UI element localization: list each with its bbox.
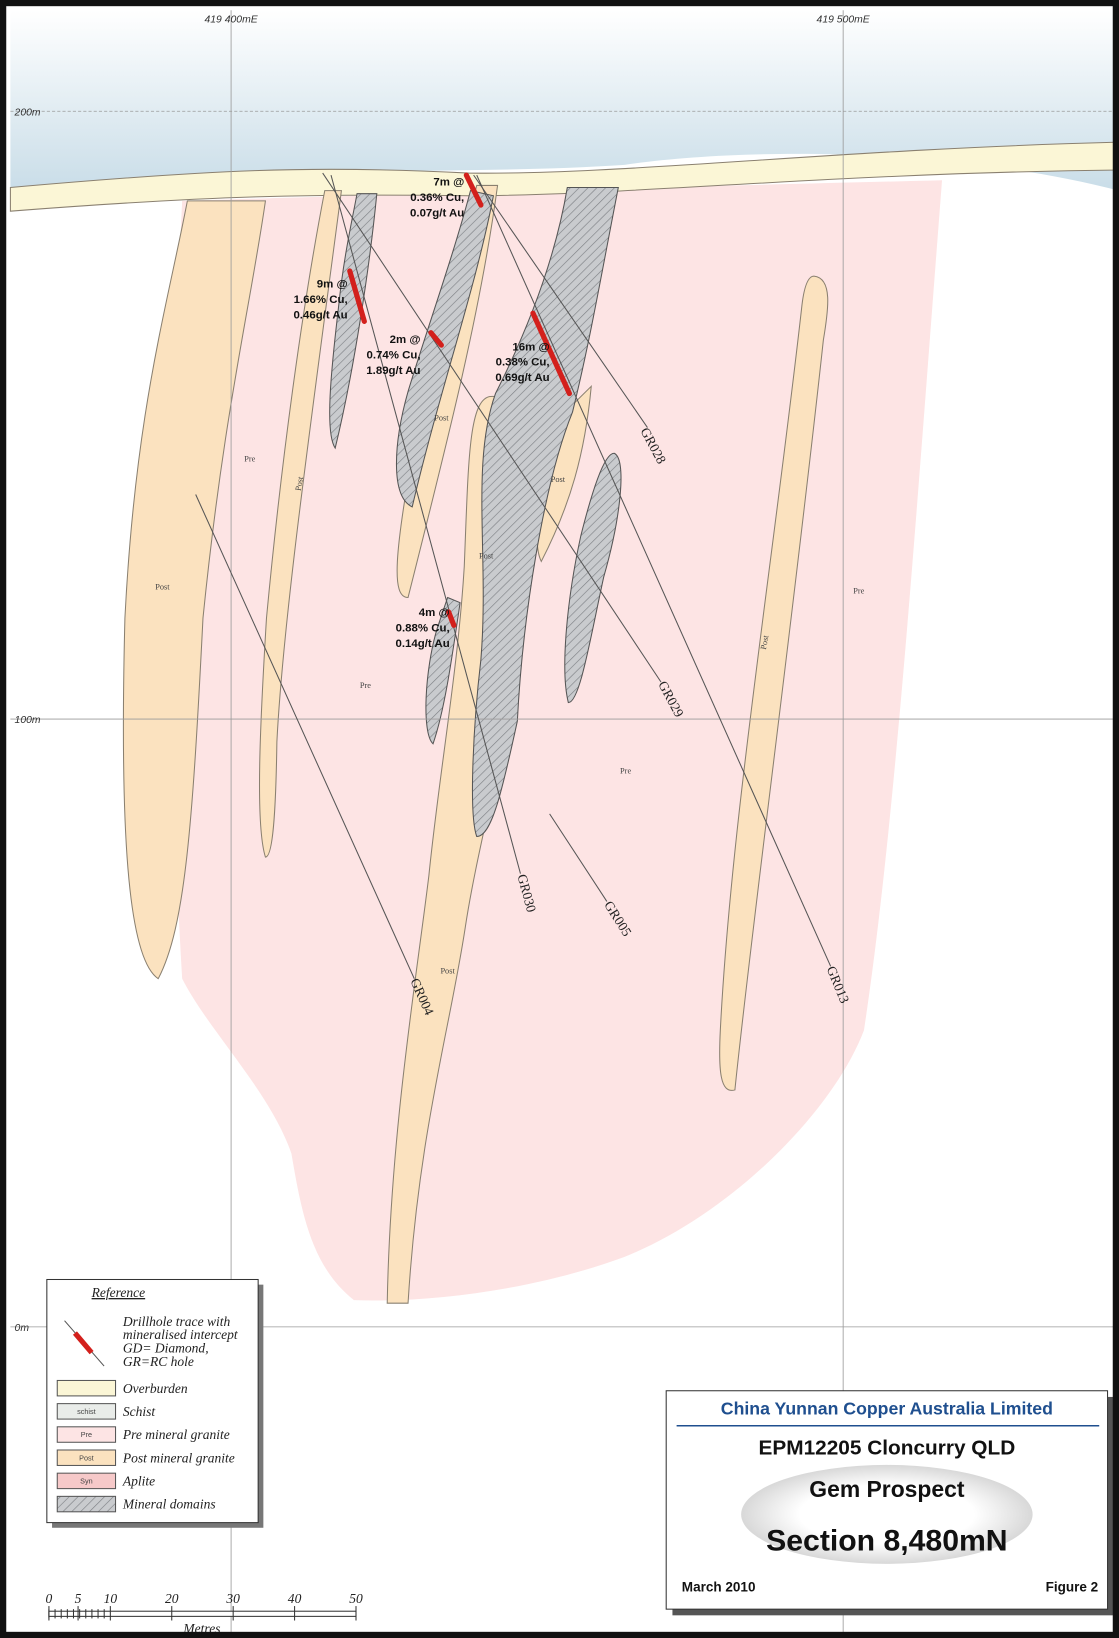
intercept-label: 2m @ xyxy=(390,334,421,346)
legend: Reference Drillhole trace with mineralis… xyxy=(47,1279,264,1527)
elevation-label: 100m xyxy=(15,715,41,726)
scale-tick-label: 50 xyxy=(349,1591,363,1606)
scale-tick-label: 10 xyxy=(104,1591,118,1606)
section-map: 419 400mE 419 500mE 200m 100m 0m GR028 G… xyxy=(0,0,1119,1638)
project: EPM12205 Cloncurry QLD xyxy=(758,1437,1015,1460)
figure: Figure 2 xyxy=(1046,1580,1099,1595)
intercept-label: 0.07g/t Au xyxy=(410,207,464,219)
legend-label: Pre mineral granite xyxy=(122,1427,230,1442)
scale-tick-label: 20 xyxy=(165,1591,179,1606)
legend-label: Mineral domains xyxy=(122,1497,216,1512)
legend-label: Overburden xyxy=(123,1381,188,1396)
scale-tick-label: 30 xyxy=(225,1591,240,1606)
swatch-label: Syn xyxy=(80,1477,93,1486)
intercept-label: 0.38% Cu, xyxy=(496,357,550,369)
scale-line xyxy=(49,1611,356,1616)
swatch-label: schist xyxy=(77,1407,96,1416)
body: 419 400mE 419 500mE 200m 100m 0m GR028 G… xyxy=(0,0,1119,1638)
elevation-label: 200m xyxy=(14,107,41,118)
legend-swatch xyxy=(57,1496,115,1511)
date: March 2010 xyxy=(682,1580,756,1595)
easting-label: 419 500mE xyxy=(817,15,870,26)
intercept-label: 0.46g/t Au xyxy=(293,309,347,321)
intercept-label: 1.89g/t Au xyxy=(366,365,420,377)
section-title: Section 8,480mN xyxy=(766,1525,1007,1558)
intercept-label: 0.14g/t Au xyxy=(395,638,449,650)
scale-tick-label: 40 xyxy=(288,1591,302,1606)
legend-label: Aplite xyxy=(122,1474,155,1489)
swatch-label: Pre xyxy=(81,1430,92,1439)
intercept-label: 1.66% Cu, xyxy=(294,294,348,306)
unit-label: Post xyxy=(155,582,170,591)
scale-tick-label: 0 xyxy=(46,1591,53,1606)
unit-label: Post xyxy=(440,967,455,976)
intercept-label: 0.69g/t Au xyxy=(495,372,549,384)
title-block: China Yunnan Copper Australia Limited EP… xyxy=(666,1391,1114,1616)
unit-label: Pre xyxy=(620,767,631,776)
legend-label: Post mineral granite xyxy=(122,1450,235,1465)
scale-tick-label: 5 xyxy=(75,1591,82,1606)
legend-label: Schist xyxy=(123,1404,156,1419)
unit-label: Post xyxy=(434,413,449,422)
intercept-label: 16m @ xyxy=(512,341,549,353)
legend-swatch xyxy=(57,1380,115,1395)
unit-label: Pre xyxy=(853,586,864,595)
elevation-label: 0m xyxy=(15,1323,30,1334)
intercept-label: 0.74% Cu, xyxy=(367,350,421,362)
intercept-label: 0.88% Cu, xyxy=(396,623,450,635)
intercept-label: 7m @ xyxy=(433,176,464,188)
unit-label: Pre xyxy=(244,455,255,464)
unit-label: Post xyxy=(479,551,494,560)
intercept-label: 9m @ xyxy=(317,278,348,290)
swatch-label: Post xyxy=(79,1453,94,1462)
page: Gem Prospect Section {"grid": {"eastings… xyxy=(0,0,1119,1638)
company: China Yunnan Copper Australia Limited xyxy=(721,1399,1053,1419)
intercept-label: 4m @ xyxy=(419,607,450,619)
easting-label: 419 400mE xyxy=(204,15,257,26)
legend-text: GR=RC hole xyxy=(123,1354,194,1369)
intercept-label: 0.36% Cu, xyxy=(410,192,464,204)
prospect: Gem Prospect xyxy=(809,1476,965,1502)
unit-label: Pre xyxy=(360,681,371,690)
unit-label: Post xyxy=(551,475,566,484)
legend-title: Reference xyxy=(91,1285,146,1300)
